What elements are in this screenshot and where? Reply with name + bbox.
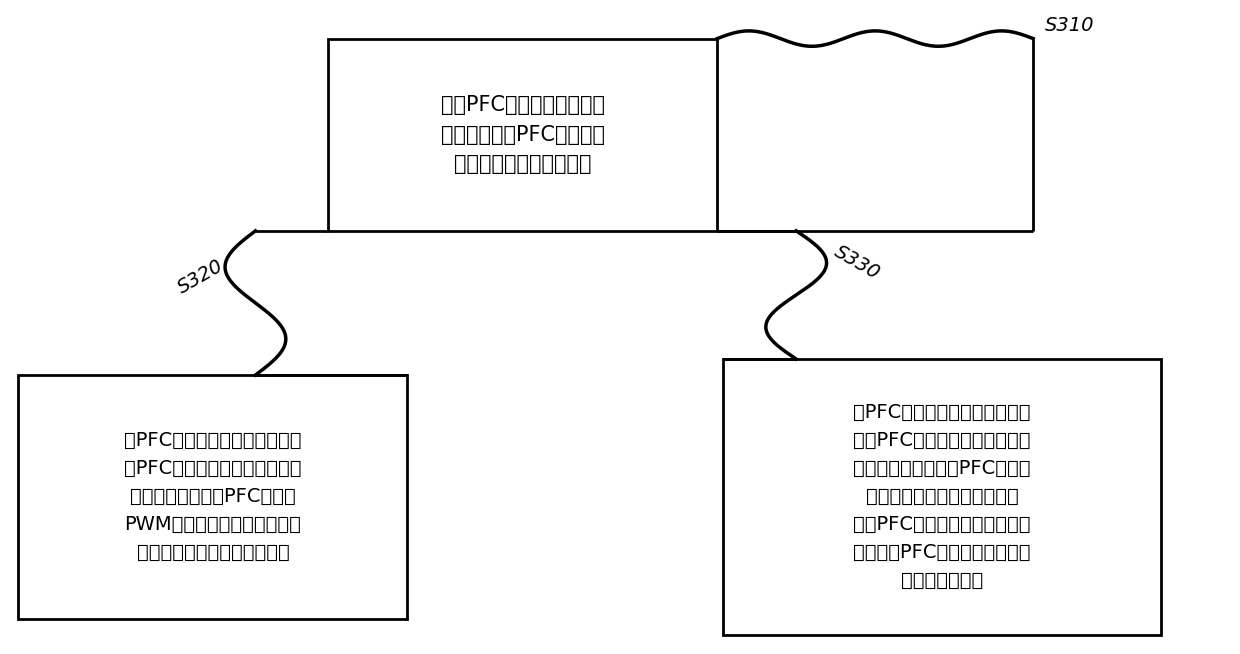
Text: 确定PFC电路的母线电压值
是否为设定的PFC电路的最
高效率点所对应的电压值: 确定PFC电路的母线电压值 是否为设定的PFC电路的最 高效率点所对应的电压值	[440, 95, 605, 175]
Bar	[19, 375, 407, 619]
Text: S310: S310	[1045, 16, 1095, 35]
Bar	[723, 359, 1161, 634]
Text: 若PFC电路的母线电压值为设定
的PFC电路的最高效率点所对应
的电压值，则根据PFC电路的
PWM占空比调节压缩机的运行
频率，得到压缩机的调节频率: 若PFC电路的母线电压值为设定 的PFC电路的最高效率点所对应 的电压值，则根据…	[124, 432, 301, 562]
Bar	[329, 39, 717, 231]
Text: S330: S330	[831, 242, 883, 284]
Text: 若PFC电路的母线电压值不为设
定的PFC电路的最高效率点所对
应的电压值，则调节PFC电路的
母线电压值，并重新确定调节
后的PFC电路的母线电压值是否
为设: 若PFC电路的母线电压值不为设 定的PFC电路的最高效率点所对 应的电压值，则调…	[853, 404, 1030, 591]
Text: S320: S320	[175, 257, 227, 298]
